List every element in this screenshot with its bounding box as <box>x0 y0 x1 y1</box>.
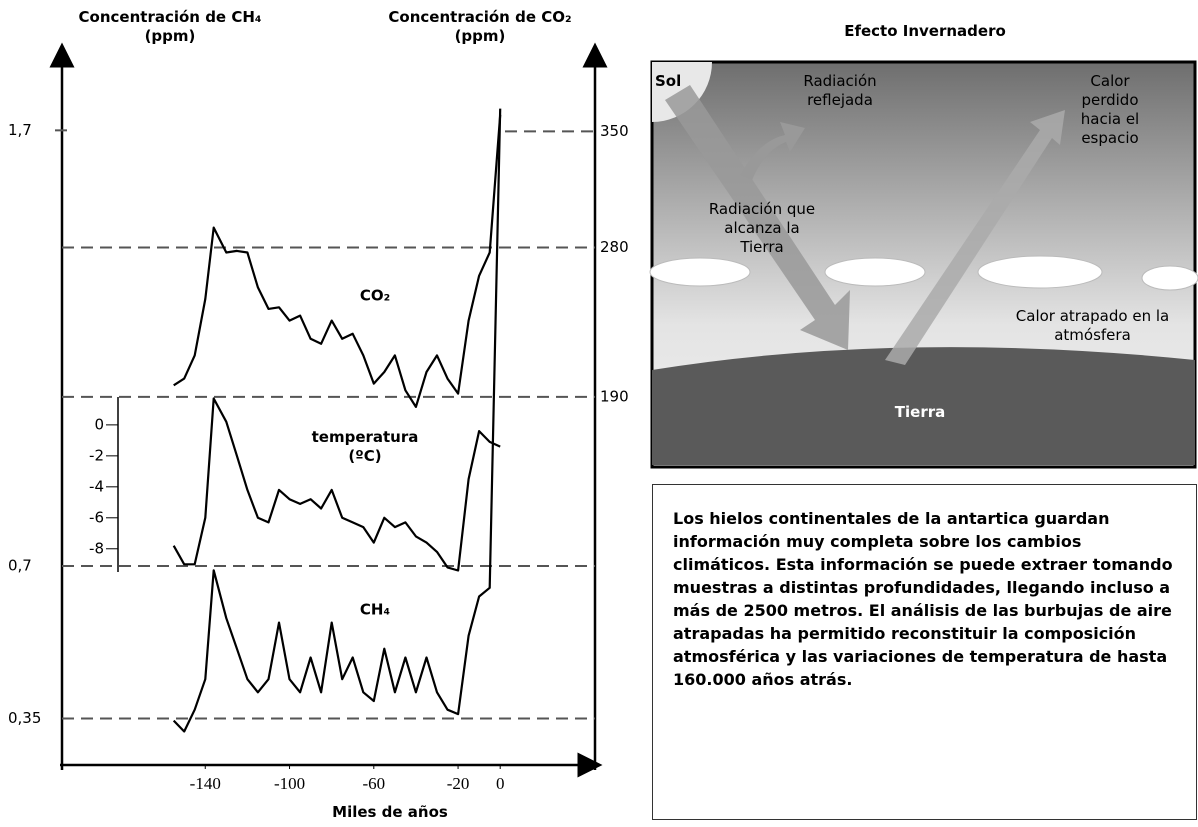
y3-tick-label: -6 <box>89 508 104 526</box>
y-label-line: Concentración de CH₄ <box>79 8 262 26</box>
y-label: Concentración de CH₄(ppm) <box>60 8 280 46</box>
y2-label: Concentración de CO₂(ppm) <box>360 8 600 46</box>
trapped-label: Calor atrapado en la atmósfera <box>990 307 1195 345</box>
x-tick-label: -140 <box>190 774 221 793</box>
earth-label: Tierra <box>880 403 960 422</box>
x-label: Miles de años <box>290 803 490 822</box>
series-line <box>174 399 501 571</box>
y-tick-label: 1,7 <box>8 121 32 139</box>
y2-label-line: (ppm) <box>455 27 506 45</box>
y2-tick-label: 280 <box>600 238 629 256</box>
text-box: Los hielos continentales de la antartica… <box>652 484 1197 820</box>
series-line <box>174 109 501 732</box>
series-line <box>174 115 501 407</box>
series-label: CO₂ <box>360 287 390 305</box>
y2-tick-label: 350 <box>600 122 629 140</box>
y3-tick-label: -2 <box>89 446 104 464</box>
incoming-label: Radiación que alcanza la Tierra <box>702 200 822 257</box>
sun-label: Sol <box>655 72 691 91</box>
y2-label-line: Concentración de CO₂ <box>388 8 571 26</box>
y3-tick-label: -4 <box>89 477 104 495</box>
y-tick-label: 0,7 <box>8 556 32 574</box>
lost-heat-label: Calor perdido hacia el espacio <box>1065 72 1155 148</box>
reflected-label: Radiación reflejada <box>790 72 890 110</box>
y-label-line: (ppm) <box>145 27 196 45</box>
y3-tick-label: -8 <box>89 539 104 557</box>
x-tick-label: -60 <box>362 774 385 793</box>
series-label: temperatura (ºC) <box>310 428 420 466</box>
x-tick-label: -20 <box>447 774 470 793</box>
series-label: CH₄ <box>360 601 390 619</box>
page: 0,35 0,7 1,7 190 280 350 0 -2 -4 -6 -8 -140 -100 -60 -… <box>0 0 1198 827</box>
y-tick-label: 0,35 <box>8 709 41 727</box>
y2-tick-label: 190 <box>600 387 629 405</box>
x-tick-label: 0 <box>496 774 505 793</box>
diagram-title: Efecto Invernadero <box>825 22 1025 41</box>
x-tick-label: -100 <box>274 774 305 793</box>
y3-tick-label: 0 <box>94 415 104 433</box>
